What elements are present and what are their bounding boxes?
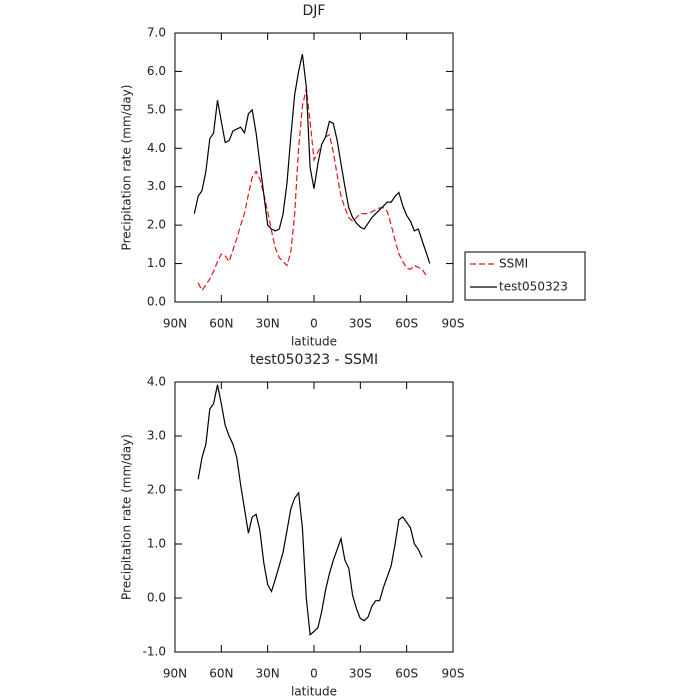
legend-label: SSMI bbox=[499, 257, 528, 271]
y-tick-label: 4.0 bbox=[147, 141, 166, 155]
y-tick-label: 1.0 bbox=[147, 537, 166, 551]
y-tick-label: 1.0 bbox=[147, 256, 166, 270]
legend: SSMI test050323 bbox=[464, 251, 586, 301]
chart-title: test050323 - SSMI bbox=[250, 352, 378, 368]
x-tick-label: 30S bbox=[349, 317, 372, 331]
x-tick-label: 90S bbox=[442, 667, 465, 681]
x-tick-label: 60N bbox=[209, 317, 233, 331]
x-tick-label: 60N bbox=[209, 667, 233, 681]
y-tick-label: 5.0 bbox=[147, 102, 166, 116]
data-line bbox=[193, 53, 431, 264]
y-tick-label: 0.0 bbox=[147, 591, 166, 605]
x-tick-label: 30N bbox=[256, 317, 280, 331]
plot-frame bbox=[174, 32, 454, 303]
y-tick-label: 3.0 bbox=[147, 179, 166, 193]
y-tick-label: 2.0 bbox=[147, 483, 166, 497]
x-tick-label: 90S bbox=[442, 317, 465, 331]
y-tick-label: -1.0 bbox=[143, 645, 166, 659]
data-line bbox=[197, 384, 423, 636]
y-axis-label: Precipitation rate (mm/day) bbox=[120, 85, 134, 251]
x-axis-label: latitude bbox=[291, 335, 337, 349]
legend-label: test050323 bbox=[499, 280, 568, 294]
y-tick-label: 6.0 bbox=[147, 64, 166, 78]
legend-box bbox=[464, 251, 586, 301]
x-tick-label: 0 bbox=[310, 667, 318, 681]
y-tick-label: 0.0 bbox=[147, 295, 166, 309]
x-tick-label: 0 bbox=[310, 317, 318, 331]
y-tick-label: 7.0 bbox=[147, 26, 166, 40]
x-tick-label: 30S bbox=[349, 667, 372, 681]
y-axis-label: Precipitation rate (mm/day) bbox=[120, 434, 134, 600]
y-tick-label: 2.0 bbox=[147, 218, 166, 232]
x-tick-label: 60S bbox=[395, 667, 418, 681]
chart-title: DJF bbox=[303, 3, 326, 19]
x-tick-label: 90N bbox=[163, 317, 187, 331]
x-axis-label: latitude bbox=[291, 685, 337, 699]
y-tick-label: 4.0 bbox=[147, 375, 166, 389]
plot-frame bbox=[174, 381, 454, 653]
x-tick-label: 90N bbox=[163, 667, 187, 681]
x-tick-label: 60S bbox=[395, 317, 418, 331]
y-tick-label: 3.0 bbox=[147, 429, 166, 443]
data-line bbox=[197, 88, 427, 292]
x-tick-label: 30N bbox=[256, 667, 280, 681]
